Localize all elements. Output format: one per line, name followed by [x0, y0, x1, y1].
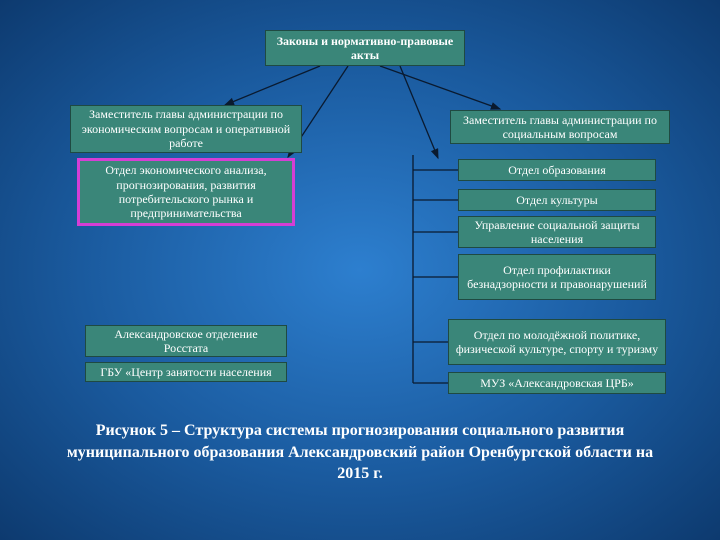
node-social_prot: Управление социальной защиты населения [458, 216, 656, 248]
node-prevention: Отдел профилактики безнадзорности и прав… [458, 254, 656, 300]
node-deputy_soc: Заместитель главы администрации по социа… [450, 110, 670, 144]
node-youth: Отдел по молодёжной политике, физической… [448, 319, 666, 365]
node-culture: Отдел культуры [458, 189, 656, 211]
node-crb: МУЗ «Александровская ЦРБ» [448, 372, 666, 394]
node-rosstat: Александровское отделение Росстата [85, 325, 287, 357]
node-econ_dept: Отдел экономического анализа, прогнозиро… [77, 158, 295, 226]
node-employment: ГБУ «Центр занятости населения [85, 362, 287, 382]
node-laws: Законы и нормативно-правовые акты [265, 30, 465, 66]
node-edu: Отдел образования [458, 159, 656, 181]
figure-caption: Рисунок 5 – Структура системы прогнозиро… [60, 420, 660, 485]
node-deputy_econ: Заместитель главы администрации по эконо… [70, 105, 302, 153]
